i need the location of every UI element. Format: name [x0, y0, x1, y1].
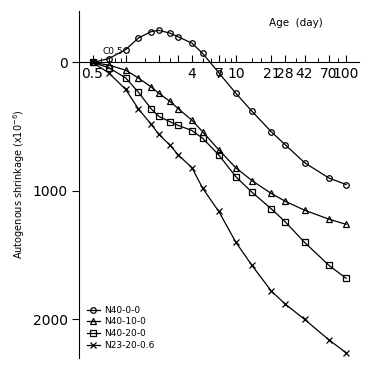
- N40-20-0: [149, 107, 153, 111]
- N23-20-0.6: [216, 209, 221, 214]
- N23-20-0.6: [201, 186, 205, 190]
- N23-20-0.6: [302, 317, 307, 321]
- N40-0-0: [190, 41, 194, 45]
- N40-20-0: [302, 240, 307, 245]
- N40-10-0: [250, 179, 254, 183]
- N40-20-0: [269, 207, 273, 211]
- N40-20-0: [283, 220, 287, 224]
- N40-20-0: [107, 65, 111, 70]
- N40-20-0: [136, 90, 141, 94]
- N40-10-0: [136, 76, 141, 80]
- N40-10-0: [190, 118, 194, 123]
- N40-10-0: [344, 222, 348, 227]
- N40-10-0: [327, 217, 331, 221]
- N23-20-0.6: [327, 338, 331, 342]
- N40-10-0: [269, 191, 273, 196]
- N23-20-0.6: [167, 142, 172, 147]
- N23-20-0.6: [149, 122, 153, 126]
- N40-20-0: [90, 60, 95, 65]
- N40-0-0: [327, 176, 331, 180]
- Text: Age  (day): Age (day): [269, 18, 323, 28]
- Line: N40-10-0: N40-10-0: [90, 60, 349, 227]
- N40-0-0: [136, 36, 141, 40]
- N40-0-0: [269, 130, 273, 134]
- N40-0-0: [283, 142, 287, 147]
- N40-0-0: [157, 28, 161, 32]
- N40-20-0: [190, 128, 194, 133]
- N23-20-0.6: [344, 351, 348, 355]
- N40-0-0: [149, 30, 153, 34]
- N40-0-0: [216, 70, 221, 75]
- N40-10-0: [201, 130, 205, 134]
- N23-20-0.6: [283, 302, 287, 306]
- N23-20-0.6: [90, 60, 95, 65]
- N40-10-0: [90, 60, 95, 65]
- N23-20-0.6: [190, 166, 194, 170]
- Line: N40-0-0: N40-0-0: [90, 28, 349, 187]
- N40-10-0: [176, 107, 181, 111]
- N40-20-0: [157, 114, 161, 119]
- N40-20-0: [201, 136, 205, 141]
- N23-20-0.6: [233, 240, 238, 245]
- N40-0-0: [176, 35, 181, 39]
- N40-20-0: [327, 263, 331, 268]
- Legend: N40-0-0, N40-10-0, N40-20-0, N23-20-0.6: N40-0-0, N40-10-0, N40-20-0, N23-20-0.6: [87, 306, 154, 350]
- N40-20-0: [124, 76, 128, 80]
- N40-10-0: [149, 85, 153, 89]
- N40-0-0: [167, 31, 172, 35]
- N40-0-0: [201, 51, 205, 56]
- N23-20-0.6: [176, 153, 181, 157]
- N40-20-0: [344, 276, 348, 280]
- N40-10-0: [302, 208, 307, 213]
- Line: N40-20-0: N40-20-0: [90, 60, 349, 281]
- Y-axis label: Autogenous shrinkage (x10$^{-6}$): Autogenous shrinkage (x10$^{-6}$): [11, 110, 27, 259]
- N40-20-0: [167, 119, 172, 124]
- N23-20-0.6: [124, 87, 128, 92]
- N40-20-0: [233, 175, 238, 179]
- N23-20-0.6: [136, 107, 141, 111]
- N40-0-0: [107, 56, 111, 61]
- Line: N23-20-0.6: N23-20-0.6: [89, 59, 350, 356]
- N23-20-0.6: [269, 289, 273, 293]
- N40-20-0: [250, 190, 254, 194]
- N40-10-0: [283, 199, 287, 203]
- N40-0-0: [90, 60, 95, 65]
- N40-0-0: [302, 161, 307, 165]
- N40-20-0: [176, 123, 181, 128]
- N40-20-0: [216, 153, 221, 157]
- N40-10-0: [216, 148, 221, 152]
- N40-10-0: [233, 166, 238, 170]
- N40-0-0: [233, 91, 238, 96]
- N40-10-0: [167, 99, 172, 103]
- N23-20-0.6: [250, 263, 254, 268]
- N40-0-0: [344, 182, 348, 187]
- N40-0-0: [124, 48, 128, 52]
- N40-10-0: [157, 91, 161, 96]
- N40-10-0: [124, 68, 128, 72]
- N23-20-0.6: [107, 70, 111, 75]
- N40-0-0: [250, 109, 254, 114]
- N40-10-0: [107, 63, 111, 67]
- Text: C0.5: C0.5: [103, 47, 124, 56]
- N23-20-0.6: [157, 132, 161, 137]
